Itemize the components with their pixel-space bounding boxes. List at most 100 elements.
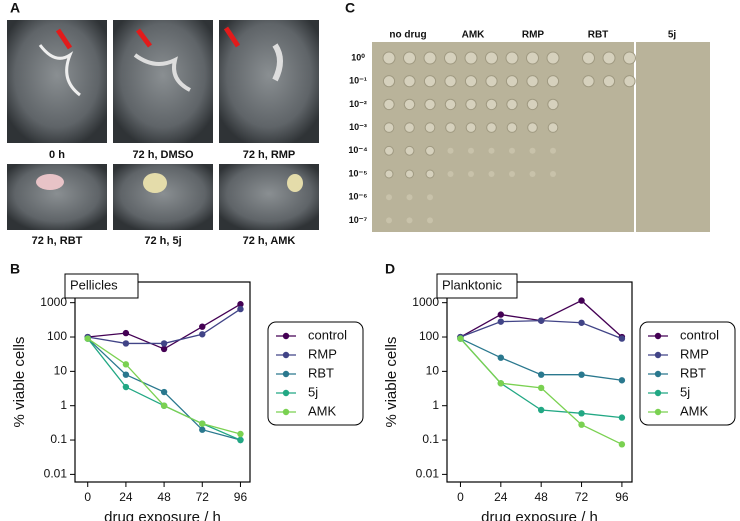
x-axis-label: drug exposure / h bbox=[104, 509, 221, 521]
point bbox=[537, 384, 545, 392]
plot-frame bbox=[446, 281, 633, 483]
pellicle bbox=[272, 43, 283, 82]
row-label: 10⁻² bbox=[349, 99, 367, 109]
row-label: 10⁻⁵ bbox=[349, 168, 368, 178]
x-tick-label: 96 bbox=[234, 490, 248, 504]
spot bbox=[404, 122, 415, 133]
spot bbox=[547, 122, 559, 133]
y-axis-label: % viable cells bbox=[11, 337, 28, 428]
point bbox=[199, 323, 206, 330]
y-tick-label: 10 bbox=[54, 364, 68, 378]
spot bbox=[423, 75, 437, 88]
spot bbox=[529, 171, 536, 177]
x-axis-label: drug exposure / h bbox=[481, 509, 598, 521]
x-tick-label: 72 bbox=[575, 490, 589, 504]
y-tick-label: 1000 bbox=[40, 295, 67, 309]
spot bbox=[485, 75, 498, 88]
row-label: 10⁰ bbox=[351, 52, 365, 62]
spot bbox=[406, 217, 413, 224]
plot-frame bbox=[74, 281, 251, 483]
x-tick-label: 48 bbox=[535, 490, 549, 504]
spot bbox=[384, 145, 394, 156]
pellicle bbox=[133, 53, 191, 92]
title-box bbox=[436, 273, 518, 299]
point bbox=[84, 335, 91, 342]
arrow bbox=[55, 26, 241, 50]
spot bbox=[509, 147, 515, 154]
spot bbox=[486, 122, 497, 133]
spot bbox=[405, 169, 414, 179]
legend-frame bbox=[267, 321, 364, 426]
point bbox=[160, 402, 168, 409]
spot bbox=[403, 98, 416, 111]
row-label: 10⁻⁴ bbox=[348, 145, 367, 155]
point bbox=[457, 335, 464, 342]
series-line bbox=[87, 338, 241, 435]
point bbox=[618, 414, 626, 421]
x-tick-label: 24 bbox=[494, 490, 508, 504]
spot bbox=[623, 51, 636, 65]
y-tick-label: 0.01 bbox=[416, 467, 440, 481]
spot bbox=[526, 75, 539, 88]
legend-marker bbox=[282, 370, 290, 378]
y-tick-label: 1 bbox=[432, 398, 439, 412]
point bbox=[122, 361, 130, 368]
spot bbox=[468, 171, 474, 177]
spot bbox=[547, 98, 559, 111]
row-label: 10⁻³ bbox=[349, 122, 367, 132]
column-label: RMP bbox=[522, 30, 545, 41]
legend-label: 5j bbox=[680, 384, 690, 399]
photo-caption: 72 h, DMSO bbox=[132, 149, 194, 161]
spot bbox=[505, 51, 519, 65]
legend-marker bbox=[654, 408, 662, 416]
point bbox=[237, 436, 244, 444]
point bbox=[199, 426, 206, 433]
spot bbox=[445, 122, 456, 133]
point bbox=[618, 377, 626, 384]
point bbox=[122, 340, 130, 347]
y-tick-label: 0.1 bbox=[50, 432, 67, 446]
spot bbox=[602, 51, 616, 65]
point bbox=[237, 301, 244, 308]
legend-label: control bbox=[308, 327, 347, 342]
spot bbox=[602, 75, 616, 88]
legend-label: AMK bbox=[308, 403, 337, 418]
photo bbox=[113, 164, 213, 230]
point bbox=[537, 317, 545, 324]
legend-label: 5j bbox=[308, 384, 318, 399]
point bbox=[618, 335, 626, 342]
spot bbox=[550, 147, 556, 154]
spot bbox=[383, 98, 395, 111]
y-tick-label: 1000 bbox=[412, 295, 439, 309]
spot bbox=[485, 98, 498, 111]
point bbox=[537, 406, 545, 414]
photo bbox=[113, 20, 213, 143]
series-line bbox=[459, 338, 623, 445]
point bbox=[618, 441, 626, 448]
point bbox=[578, 319, 585, 326]
x-tick-label: 48 bbox=[157, 490, 171, 504]
spot bbox=[447, 171, 454, 177]
legend-marker bbox=[654, 370, 662, 378]
photo-caption: 72 h, RBT bbox=[32, 235, 83, 247]
spot bbox=[526, 98, 539, 111]
point bbox=[537, 371, 545, 378]
x-tick-label: 96 bbox=[615, 490, 629, 504]
spot bbox=[425, 169, 435, 179]
spot bbox=[505, 75, 519, 88]
point bbox=[160, 345, 168, 353]
point bbox=[497, 318, 505, 325]
spot bbox=[488, 147, 495, 154]
spot bbox=[485, 51, 498, 65]
legend-marker bbox=[282, 389, 290, 397]
point bbox=[160, 388, 168, 396]
column-label: no drug bbox=[389, 30, 426, 41]
x-tick-label: 0 bbox=[457, 490, 464, 504]
spot bbox=[468, 147, 474, 154]
spot bbox=[623, 75, 636, 88]
legend-marker bbox=[654, 351, 662, 359]
spot bbox=[403, 51, 416, 65]
x-tick-label: 72 bbox=[196, 490, 210, 504]
